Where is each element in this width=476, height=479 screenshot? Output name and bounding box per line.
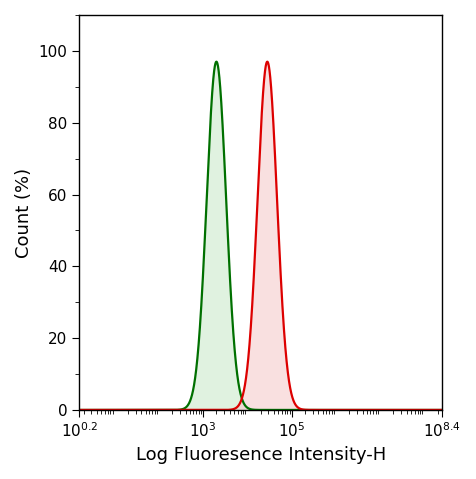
X-axis label: Log Fluoresence Intensity-H: Log Fluoresence Intensity-H xyxy=(136,446,386,464)
Y-axis label: Count (%): Count (%) xyxy=(15,167,33,258)
